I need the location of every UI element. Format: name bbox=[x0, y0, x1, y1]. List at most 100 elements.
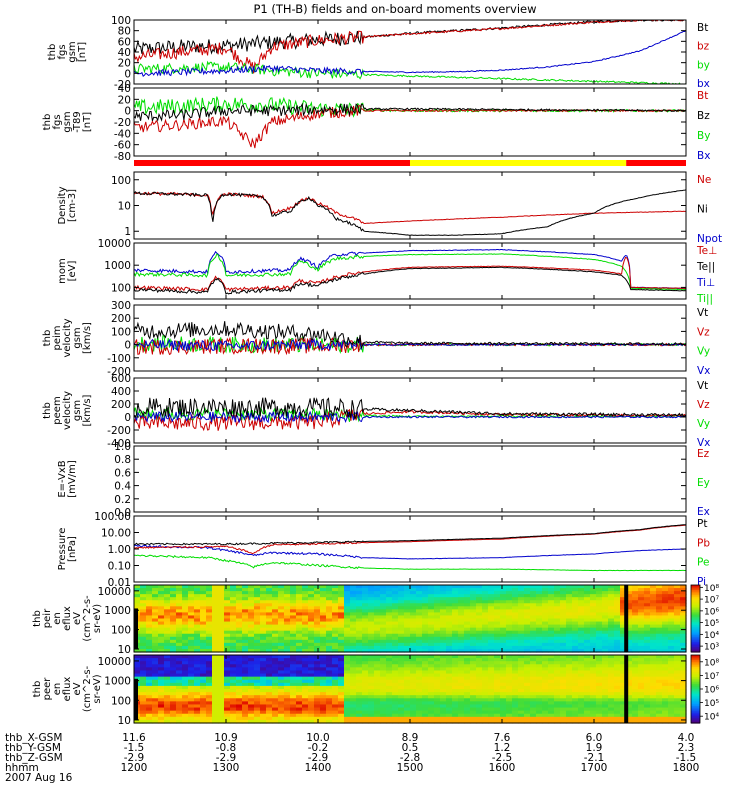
spectrogram-cell bbox=[548, 636, 555, 641]
spectrogram-cell bbox=[158, 679, 165, 684]
spectrogram-cell bbox=[398, 704, 405, 709]
spectrogram-cell bbox=[452, 609, 459, 614]
spectrogram-cell bbox=[428, 673, 435, 678]
spectrogram-cell bbox=[662, 585, 669, 589]
spectrogram-cell bbox=[218, 685, 225, 690]
y-tick-label: 1000 bbox=[104, 605, 131, 617]
spectrogram-cell bbox=[578, 716, 585, 721]
spectrogram-cell bbox=[428, 615, 435, 620]
spectrogram-cell bbox=[590, 707, 597, 712]
spectrogram-cell bbox=[146, 618, 153, 623]
spectrogram-cell bbox=[146, 615, 153, 620]
spectrogram-cell bbox=[200, 633, 207, 638]
spectrogram-cell bbox=[644, 642, 651, 647]
spectrogram-cell bbox=[476, 633, 483, 638]
spectrogram-cell bbox=[668, 673, 675, 678]
spectrogram-cell bbox=[674, 636, 681, 641]
spectrogram-cell bbox=[404, 615, 411, 620]
spectrogram-cell bbox=[236, 585, 243, 589]
spectrogram-cell bbox=[392, 642, 399, 647]
spectrogram-cell bbox=[398, 685, 405, 690]
spectrogram-cell bbox=[182, 600, 189, 604]
spectrogram-cell bbox=[578, 639, 585, 644]
spectrogram-cell bbox=[506, 692, 513, 696]
spectrogram-cell bbox=[290, 685, 297, 690]
spectrogram-cell bbox=[464, 603, 471, 607]
spectrogram-cell bbox=[404, 661, 411, 665]
spectrogram-cell bbox=[524, 624, 531, 629]
colorbar-cell bbox=[691, 717, 700, 721]
spectrogram-cell bbox=[482, 664, 489, 668]
spectrogram-cell bbox=[380, 689, 387, 693]
spectrogram-cell bbox=[638, 658, 645, 662]
spectrogram-cell bbox=[284, 645, 291, 650]
spectrogram-cell bbox=[548, 597, 555, 601]
spectrogram-cell bbox=[254, 658, 261, 662]
spectrogram-cell bbox=[578, 689, 585, 693]
spectrogram-cell bbox=[440, 633, 447, 638]
spectrogram-cell bbox=[302, 648, 309, 653]
spectrogram-cell bbox=[380, 719, 387, 724]
spectrogram-cell bbox=[320, 673, 327, 678]
spectrogram-cell bbox=[182, 597, 189, 601]
spectrogram-cell bbox=[464, 636, 471, 641]
spectrogram-cell bbox=[524, 591, 531, 595]
spectrogram-cell bbox=[344, 636, 351, 641]
spectrogram-cell bbox=[422, 585, 429, 589]
spectrogram-cell bbox=[206, 609, 213, 614]
spectrogram-cell bbox=[464, 585, 471, 589]
spectrogram-cell bbox=[590, 667, 597, 672]
spectrogram-cell bbox=[638, 633, 645, 638]
spectrogram-cell bbox=[626, 655, 633, 659]
spectrogram-cell bbox=[614, 585, 621, 589]
spectrogram-cell bbox=[632, 594, 639, 598]
y-axis-label-line: (cm^2-s- bbox=[82, 595, 93, 642]
spectrogram-cell bbox=[494, 661, 501, 665]
spectrogram-cell bbox=[440, 627, 447, 632]
spectrogram-cell bbox=[296, 713, 303, 718]
spectrogram-cell bbox=[458, 689, 465, 693]
spectrogram-cell bbox=[584, 704, 591, 709]
spectrogram-cell bbox=[380, 645, 387, 650]
spectrogram-cell bbox=[596, 639, 603, 644]
spectrogram-cell bbox=[158, 633, 165, 638]
spectrogram-cell bbox=[242, 606, 249, 610]
spectrogram-cell bbox=[548, 664, 555, 668]
spectrogram-cell bbox=[386, 682, 393, 687]
spectrogram-cell bbox=[236, 664, 243, 668]
spectrogram-cell bbox=[608, 594, 615, 598]
spectrogram-cell bbox=[218, 698, 225, 702]
spectrogram-cell bbox=[488, 648, 495, 653]
spectrogram-cell bbox=[242, 633, 249, 638]
spectrogram-cell bbox=[494, 600, 501, 604]
spectrogram-cell bbox=[380, 658, 387, 662]
spectrogram-cell bbox=[224, 713, 231, 718]
spectrogram-cell bbox=[428, 698, 435, 702]
spectrogram-cell bbox=[518, 636, 525, 641]
spectrogram-cell bbox=[140, 698, 147, 702]
spectrogram-cell bbox=[530, 621, 537, 626]
spectrogram-cell bbox=[428, 597, 435, 601]
spectrogram-cell bbox=[332, 707, 339, 712]
spectrogram-cell bbox=[320, 597, 327, 601]
spectrogram-cell bbox=[656, 655, 663, 659]
spectrogram-cell bbox=[626, 704, 633, 709]
spectrogram-cell bbox=[632, 685, 639, 690]
spectrogram-cell bbox=[614, 670, 621, 675]
spectrogram-cell bbox=[512, 606, 519, 610]
spectrogram-cell bbox=[230, 609, 237, 614]
legend-entry: Bt bbox=[697, 90, 708, 102]
spectrogram-cell bbox=[260, 689, 267, 693]
spectrogram-cell bbox=[296, 673, 303, 678]
spectrogram-cell bbox=[236, 679, 243, 684]
spectrogram-cell bbox=[530, 594, 537, 598]
spectrogram-cell bbox=[152, 621, 159, 626]
spectrogram-cell bbox=[350, 716, 357, 721]
y-tick-label: 10 bbox=[118, 715, 131, 727]
spectrogram-cell bbox=[680, 670, 687, 675]
spectrogram-cell bbox=[410, 597, 417, 601]
spectrogram-cell bbox=[392, 655, 399, 659]
spectrogram-cell bbox=[224, 585, 231, 589]
spectrogram-cell bbox=[470, 618, 477, 623]
